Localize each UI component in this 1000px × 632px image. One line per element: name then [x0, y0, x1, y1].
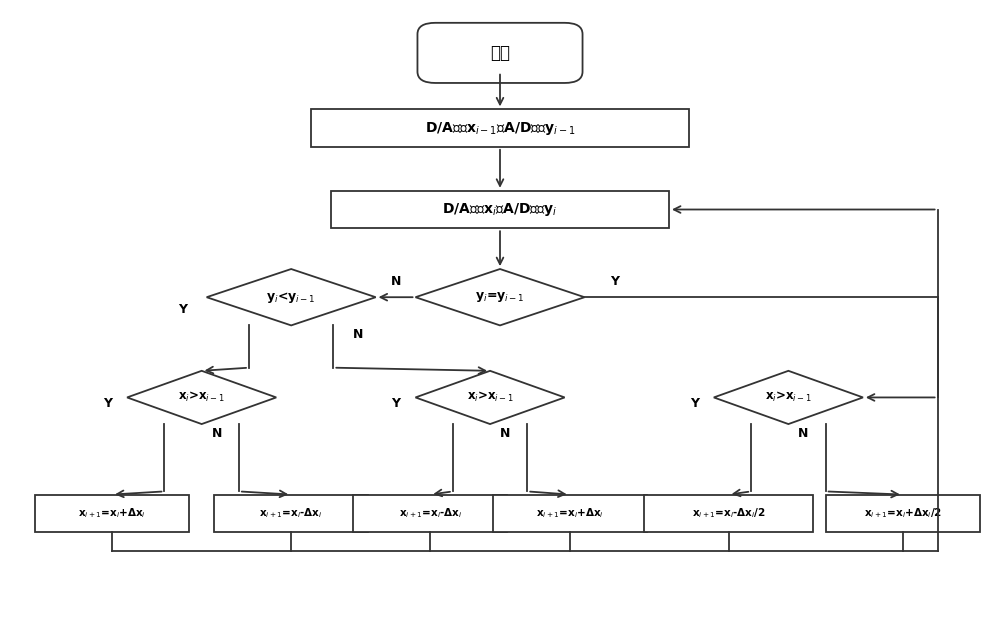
Text: D/A输出x$_{i}$；A/D采集y$_{i}$: D/A输出x$_{i}$；A/D采集y$_{i}$ — [442, 201, 558, 218]
Bar — [644, 494, 813, 532]
Text: y$_{i}$<y$_{i-1}$: y$_{i}$<y$_{i-1}$ — [266, 289, 316, 305]
Text: x$_{i}$>x$_{i-1}$: x$_{i}$>x$_{i-1}$ — [765, 391, 812, 404]
Text: N: N — [798, 427, 809, 440]
Text: x$_{i+1}$=x$_{i}$-Δx$_{i}$: x$_{i+1}$=x$_{i}$-Δx$_{i}$ — [259, 506, 323, 520]
Bar — [311, 109, 689, 147]
Bar — [35, 494, 189, 532]
Text: Y: Y — [103, 397, 112, 410]
Text: x$_{i+1}$=x$_{i}$+Δx$_{i}$: x$_{i+1}$=x$_{i}$+Δx$_{i}$ — [536, 506, 604, 520]
Polygon shape — [415, 371, 565, 424]
Text: 开始: 开始 — [490, 44, 510, 62]
Text: N: N — [212, 427, 222, 440]
Bar — [331, 191, 669, 228]
Text: Y: Y — [392, 397, 401, 410]
Text: N: N — [353, 328, 364, 341]
FancyBboxPatch shape — [417, 23, 583, 83]
Text: x$_{i+1}$=x$_{i}$+Δx$_{i}$: x$_{i+1}$=x$_{i}$+Δx$_{i}$ — [78, 506, 146, 520]
Text: x$_{i}$>x$_{i-1}$: x$_{i}$>x$_{i-1}$ — [467, 391, 513, 404]
Bar — [493, 494, 647, 532]
Text: y$_{i}$=y$_{i-1}$: y$_{i}$=y$_{i-1}$ — [475, 290, 525, 304]
Bar — [826, 494, 980, 532]
Text: N: N — [500, 427, 510, 440]
Text: x$_{i+1}$=x$_{i}$+Δx$_{i}$/2: x$_{i+1}$=x$_{i}$+Δx$_{i}$/2 — [864, 506, 942, 520]
Polygon shape — [127, 371, 276, 424]
Text: Y: Y — [610, 275, 619, 288]
Bar — [353, 494, 507, 532]
Text: D/A输出x$_{i-1}$；A/D采集y$_{i-1}$: D/A输出x$_{i-1}$；A/D采集y$_{i-1}$ — [425, 119, 575, 137]
Bar — [214, 494, 368, 532]
Text: x$_{i+1}$=x$_{i}$-Δx$_{i}$/2: x$_{i+1}$=x$_{i}$-Δx$_{i}$/2 — [692, 506, 766, 520]
Text: x$_{i}$>x$_{i-1}$: x$_{i}$>x$_{i-1}$ — [178, 391, 225, 404]
Text: Y: Y — [178, 303, 187, 316]
Text: x$_{i+1}$=x$_{i}$-Δx$_{i}$: x$_{i+1}$=x$_{i}$-Δx$_{i}$ — [399, 506, 462, 520]
Text: N: N — [390, 275, 401, 288]
Polygon shape — [714, 371, 863, 424]
Polygon shape — [207, 269, 376, 325]
Text: Y: Y — [690, 397, 699, 410]
Polygon shape — [415, 269, 585, 325]
